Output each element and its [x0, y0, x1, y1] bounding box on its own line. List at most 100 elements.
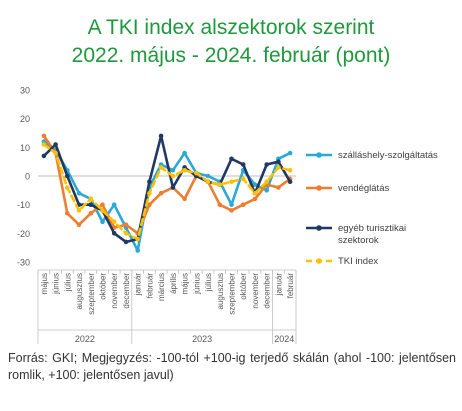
data-point [182, 168, 187, 173]
data-point [123, 222, 129, 227]
data-point [65, 211, 70, 216]
legend-label: egyéb turisztikai szektorok [338, 223, 406, 246]
data-point [205, 179, 211, 184]
data-point [194, 170, 199, 176]
data-point [41, 142, 47, 147]
data-point [53, 142, 58, 147]
x-tick-label: december [263, 273, 272, 309]
data-point [229, 202, 234, 207]
chart-title-line1: A TKI index alszektorok szerint [87, 16, 375, 39]
legend-marker [316, 185, 322, 191]
data-point [135, 248, 140, 253]
data-point [76, 222, 82, 227]
data-point [217, 182, 223, 187]
x-tick-label: augusztus [216, 273, 225, 309]
x-tick-label: június [192, 273, 201, 295]
data-point [158, 165, 164, 170]
legend-label: TKI index [338, 256, 378, 267]
data-point [88, 202, 94, 207]
x-tick-label: szeptember [87, 273, 96, 315]
legend-label: szálláshely-szolgáltatás [338, 150, 438, 161]
x-tick-label: november [251, 273, 260, 309]
data-point [135, 236, 140, 242]
data-point [205, 173, 211, 179]
year-label: 2022 [75, 334, 95, 344]
data-point [111, 202, 117, 207]
x-tick-label: május [181, 273, 190, 294]
x-tick-label: november [110, 273, 119, 309]
data-point [229, 156, 234, 162]
y-tick-label: 0 [25, 172, 30, 182]
data-point [158, 190, 164, 196]
data-point [182, 196, 187, 202]
legend-marker [316, 152, 322, 158]
legend-marker [316, 225, 322, 231]
data-point [123, 239, 129, 245]
data-point [65, 173, 70, 179]
data-point [276, 159, 281, 164]
data-point [287, 179, 293, 184]
data-point [170, 168, 176, 173]
data-point [123, 231, 129, 236]
data-point [264, 179, 270, 184]
footnote: Forrás: GKI; Megjegyzés: -100-tól +100-i… [8, 351, 456, 382]
data-point [65, 185, 70, 190]
data-point [276, 165, 281, 170]
y-tick-label: -10 [17, 200, 30, 210]
data-point [182, 150, 187, 156]
data-point [217, 202, 223, 207]
data-point [170, 173, 176, 179]
data-point [170, 185, 176, 190]
y-tick-label: -30 [17, 258, 30, 268]
data-point [100, 202, 105, 207]
data-point [147, 202, 152, 207]
data-point [276, 185, 281, 190]
data-point [76, 190, 82, 196]
data-point [76, 208, 82, 213]
data-point [100, 208, 105, 213]
x-tick-label: április [169, 273, 178, 294]
data-point [252, 190, 258, 196]
legend-marker [316, 258, 322, 264]
data-point [252, 182, 258, 187]
series-line [42, 134, 292, 235]
year-label: 2024 [274, 334, 294, 344]
data-point [41, 133, 47, 139]
data-point [229, 208, 234, 213]
x-tick-label: február [286, 273, 295, 299]
data-point [147, 179, 152, 184]
chart-title-line2: 2022. május - 2024. február (pont) [71, 44, 391, 67]
chart-title: A TKI index alszektorok szerint 2022. má… [0, 14, 462, 70]
x-tick-label: szeptember [228, 273, 237, 315]
y-tick-label: 10 [20, 143, 30, 153]
data-point [287, 150, 293, 156]
data-point [240, 202, 246, 207]
legend-label: vendéglátás [338, 183, 389, 194]
x-tick-label: június [52, 273, 61, 295]
year-label: 2023 [192, 334, 212, 344]
x-tick-label: január [274, 273, 283, 297]
data-point [41, 153, 47, 159]
data-point [252, 196, 258, 202]
x-tick-label: október [99, 273, 108, 300]
data-point [111, 231, 117, 236]
x-tick-label: március [157, 273, 166, 301]
x-tick-label: január [134, 273, 143, 297]
y-tick-label: -20 [17, 229, 30, 239]
data-point [158, 133, 164, 139]
series-line [42, 143, 292, 241]
data-point [264, 188, 270, 193]
data-point [147, 190, 152, 196]
data-point [88, 211, 94, 216]
x-tick-label: május [40, 273, 49, 294]
x-tick-label: augusztus [75, 273, 84, 309]
data-point [229, 179, 234, 184]
x-tick-label: július [204, 273, 213, 292]
data-point [264, 162, 270, 167]
x-tick-label: október [239, 273, 248, 300]
y-tick-label: 20 [20, 114, 30, 124]
data-point [88, 196, 94, 202]
x-tick-label: február [145, 273, 154, 299]
data-point [111, 219, 117, 225]
